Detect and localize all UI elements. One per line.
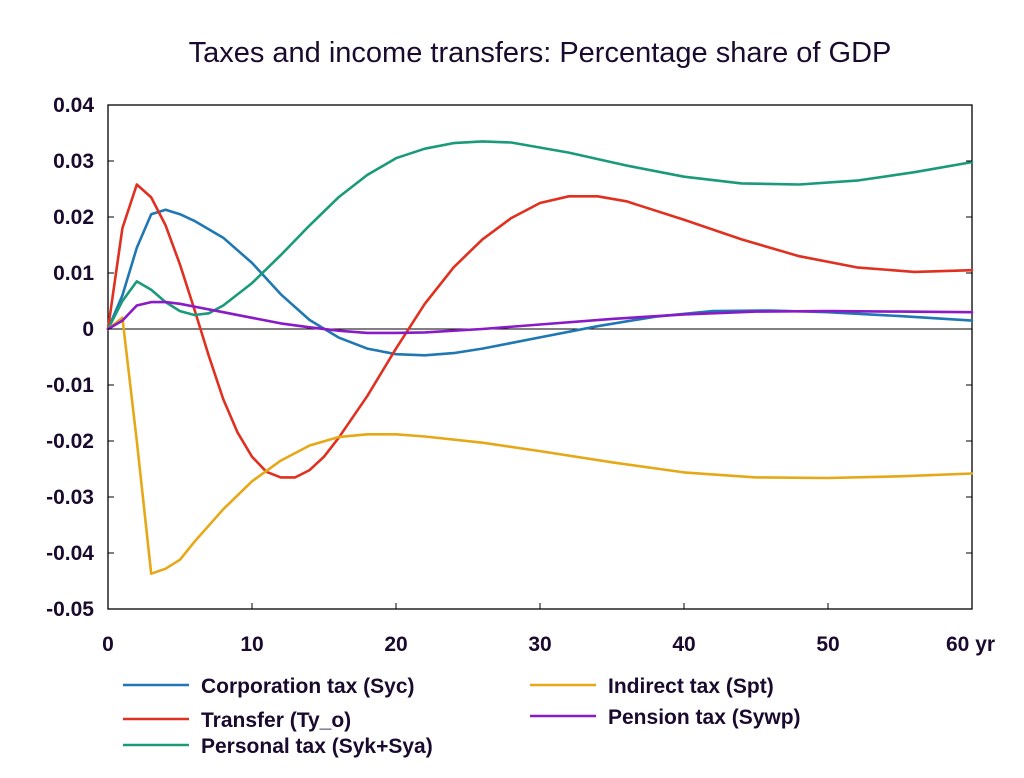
chart-title: Taxes and income transfers: Percentage s…: [189, 37, 892, 69]
legend-label: Corporation tax (Syc): [201, 675, 415, 698]
x-tick-label: 10: [240, 633, 263, 656]
legend-item: Pension tax (Sywp): [530, 706, 801, 729]
y-tick-label: 0.03: [53, 150, 94, 173]
y-tick-label: -0.05: [46, 598, 94, 621]
legend: Corporation tax (Syc) Transfer (Ty_o) Pers…: [123, 675, 801, 758]
y-tick-label: 0: [82, 318, 94, 341]
legend-label: Indirect tax (Spt): [608, 675, 774, 698]
x-tick-label: 0: [102, 633, 114, 656]
legend-item: Corporation tax (Syc): [123, 675, 415, 698]
legend-label: Personal tax (Syk+Sya): [201, 735, 433, 758]
x-tick-label: 50: [816, 633, 839, 656]
series-layer: [106, 140, 974, 576]
y-tick-label: -0.03: [46, 486, 94, 509]
y-tick-label: 0.01: [53, 262, 94, 285]
legend-item: Transfer (Ty_o): [123, 709, 351, 732]
y-tick-label: -0.04: [46, 542, 94, 565]
legend-item: Indirect tax (Spt): [530, 675, 774, 698]
y-axis-ticks: 0.04 0.03 0.02 0.01 0 -0.01 -0.02 -0.03 -0.04 -0.…: [46, 94, 972, 621]
y-tick-label: -0.01: [46, 374, 94, 397]
x-tick-label: 60 yr: [946, 633, 995, 656]
y-tick-label: -0.02: [46, 430, 94, 453]
series-line-4: [106, 316, 974, 576]
y-tick-label: 0.02: [53, 206, 94, 229]
series-line-3: [106, 140, 974, 331]
legend-label: Transfer (Ty_o): [201, 709, 351, 732]
legend-label: Pension tax (Sywp): [608, 706, 801, 729]
legend-item: Personal tax (Syk+Sya): [123, 735, 433, 758]
y-tick-label: 0.04: [53, 94, 94, 117]
x-tick-label: 20: [384, 633, 407, 656]
series-line-2: [106, 183, 974, 479]
series-line-1: [106, 208, 974, 357]
series-line-5: [106, 300, 974, 335]
x-axis-ticks: 0 10 20 30 40 50 60 yr: [102, 603, 995, 656]
x-tick-label: 30: [528, 633, 551, 656]
x-tick-label: 40: [672, 633, 695, 656]
